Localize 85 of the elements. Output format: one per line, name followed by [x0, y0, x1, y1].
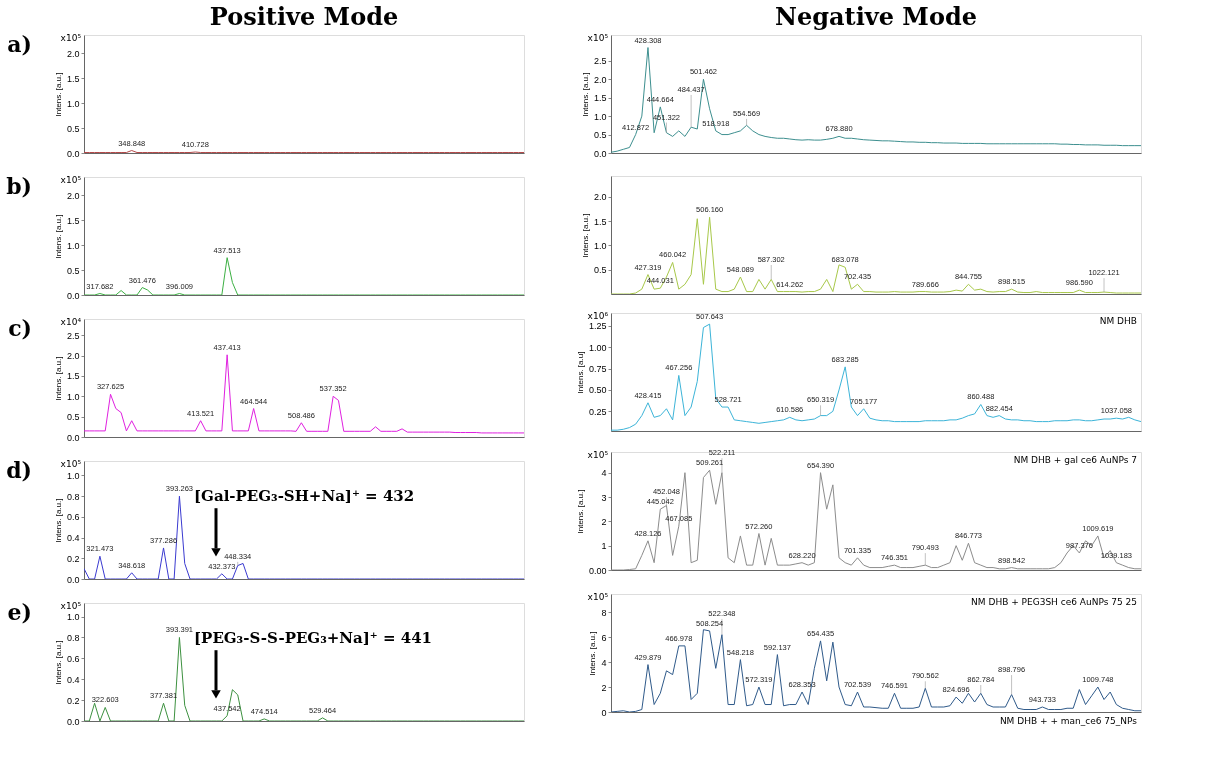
annotation: NM DHB + gal ce6 AuNPs 7 [1013, 455, 1137, 465]
y-tick-label: 2 [601, 516, 607, 527]
text: c) [8, 315, 32, 341]
y-tick-label: 1.5 [66, 371, 80, 382]
y-tick-label: 1.5 [66, 73, 80, 84]
y-axis-title: Intens. [a.u.] [53, 214, 63, 259]
y-axis-title: Intens. [a.u.] [588, 631, 598, 676]
y-axis-title: Intens. [a.u.] [580, 72, 590, 117]
y-tick-label: 0.0 [593, 148, 607, 159]
y-axis-title: Intens. [a.u.] [53, 72, 63, 117]
y-tick-label: 0.8 [66, 491, 80, 502]
y-tick-label: 3 [601, 492, 607, 503]
y-tick-label: 1 [601, 541, 607, 552]
text: x10⁵ [60, 601, 82, 611]
chart-title: Positive Mode [209, 2, 399, 31]
y-tick-label: 2.0 [66, 190, 80, 201]
y-tick-label: 0.2 [66, 695, 80, 706]
y-tick-label: 0.25 [588, 406, 607, 417]
y-tick-label: 0.8 [66, 632, 80, 643]
y-tick-label: 0.0 [66, 148, 80, 159]
text: x10⁵ [587, 592, 609, 602]
y-tick-label: 1.0 [66, 98, 80, 109]
y-axis-title: Intens. [a.u.] [53, 498, 63, 543]
text: x10⁵ [60, 459, 82, 469]
y-tick-label: 2.0 [593, 192, 607, 203]
y-axis-title: Intens. [a.u.] [53, 356, 63, 401]
y-tick-label: 0.00 [588, 565, 607, 576]
y-tick-label: 0.4 [66, 674, 80, 685]
y-axis-title: Intens. [a.u] [575, 351, 585, 394]
y-tick-label: 4 [601, 657, 607, 668]
y-tick-label: 8 [601, 607, 607, 618]
y-tick-label: 0.5 [66, 265, 80, 276]
text: NM DHB + + man_ce6 75_NPs [999, 716, 1138, 726]
y-tick-label: 0.0 [66, 716, 80, 727]
text: x10⁴ [60, 317, 82, 327]
y-tick-label: 0.5 [66, 123, 80, 134]
y-tick-label: 1.25 [588, 321, 607, 332]
y-tick-label: 1.0 [593, 240, 607, 251]
y-tick-label: 2.0 [593, 74, 607, 85]
y-tick-label: 2.5 [593, 56, 607, 67]
y-axis-title: Intens. [a.u.] [580, 213, 590, 258]
y-tick-label: 0.6 [66, 512, 80, 523]
text: x10⁵ [587, 33, 609, 43]
y-tick-label: 0.2 [66, 553, 80, 564]
y-tick-label: 1.5 [593, 93, 607, 104]
text: b) [6, 173, 32, 199]
text: e) [7, 599, 32, 625]
y-tick-label: 2.5 [66, 330, 80, 341]
y-tick-label: 1.0 [593, 111, 607, 122]
y-tick-label: 0.5 [66, 412, 80, 423]
y-tick-label: 0 [601, 707, 607, 718]
text: a) [7, 31, 32, 57]
text: x10⁶ [587, 311, 609, 321]
text: x10⁵ [60, 175, 82, 185]
y-tick-label: 1.00 [588, 342, 607, 353]
annotation: NM DHB [1099, 316, 1137, 326]
y-axis-title: Intens. [a.u.] [53, 640, 63, 685]
y-tick-label: 0.5 [593, 130, 607, 141]
annotation: [PEG₃-S-S-PEG₃+Na]⁺ = 441 [194, 629, 433, 648]
y-tick-label: 0.4 [66, 533, 80, 544]
y-tick-label: 0.75 [588, 364, 607, 375]
y-tick-label: 1.5 [593, 216, 607, 227]
y-tick-label: 1.0 [66, 240, 80, 251]
y-tick-label: 0.6 [66, 653, 80, 664]
y-tick-label: 0.5 [593, 265, 607, 276]
y-tick-label: 6 [601, 632, 607, 643]
annotation: [Gal-PEG₃-SH+Na]⁺ = 432 [194, 487, 415, 506]
annotation: NM DHB + PEG3SH ce6 AuNPs 75 25 [971, 597, 1137, 607]
y-tick-label: 0.0 [66, 290, 80, 301]
y-tick-label: 2 [601, 682, 607, 693]
y-tick-label: 0.0 [66, 574, 80, 585]
y-tick-label: 1.5 [66, 215, 80, 226]
text: d) [6, 457, 32, 483]
y-tick-label: 0.50 [588, 385, 607, 396]
y-tick-label: 0.0 [66, 432, 80, 443]
text: x10⁵ [587, 450, 609, 460]
y-axis-title: Intens. [a.u.] [575, 489, 585, 534]
y-tick-label: 1.0 [66, 470, 80, 481]
y-tick-label: 2.0 [66, 351, 80, 362]
chart-title: Negative Mode [775, 2, 977, 31]
y-tick-label: 2.0 [66, 48, 80, 59]
text: x10⁵ [60, 33, 82, 43]
y-tick-label: 4 [601, 468, 607, 479]
y-tick-label: 1.0 [66, 612, 80, 623]
y-tick-label: 1.0 [66, 391, 80, 402]
